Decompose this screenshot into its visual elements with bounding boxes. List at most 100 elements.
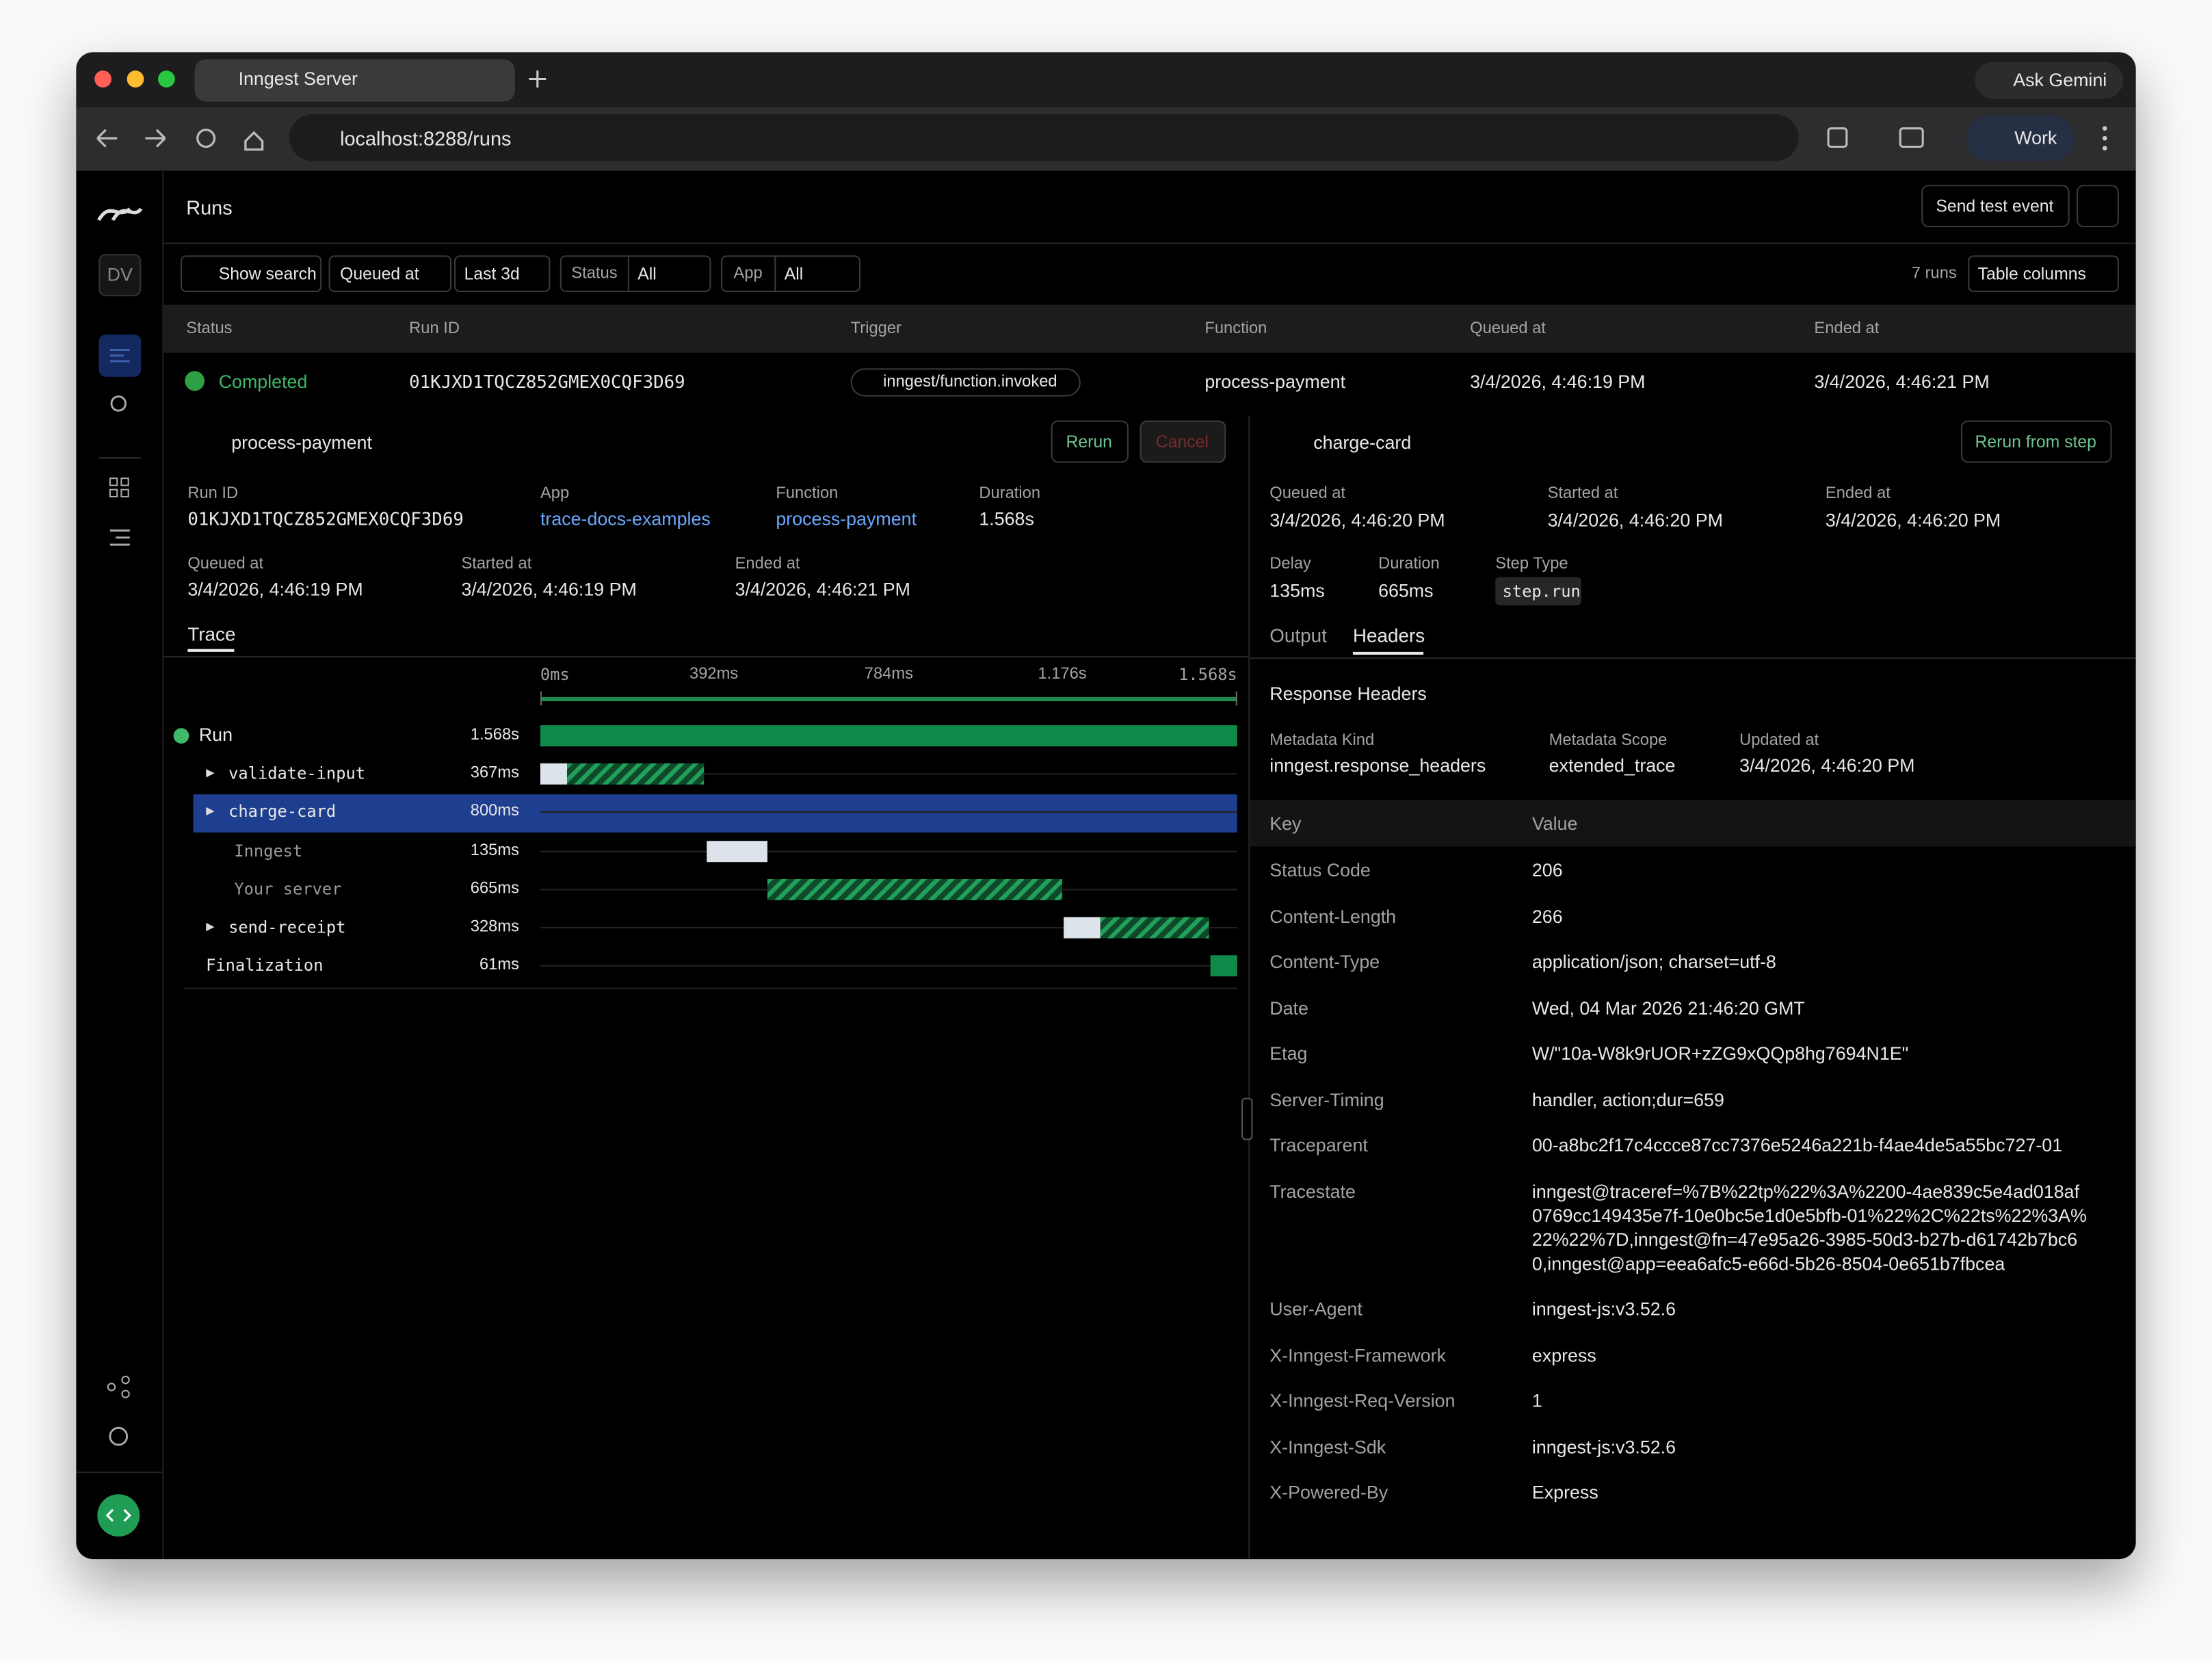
filter-table-columns[interactable] bbox=[1968, 255, 2119, 292]
header-key: Date bbox=[1269, 997, 1308, 1019]
header-value: 206 bbox=[1531, 859, 1563, 880]
divider bbox=[1250, 657, 2136, 659]
span-bar[interactable] bbox=[540, 725, 1237, 747]
field-label: Ended at bbox=[735, 555, 800, 573]
header-row: X-Powered-By Express bbox=[1250, 1469, 2110, 1515]
ask-gemini[interactable] bbox=[1975, 62, 2124, 99]
field-value: 3/4/2026, 4:46:19 PM bbox=[461, 578, 637, 600]
status: Completed bbox=[218, 371, 308, 393]
field-label: Step Type bbox=[1495, 555, 1568, 573]
header-value: 1 bbox=[1531, 1389, 1542, 1411]
cancel-label: Cancel bbox=[1155, 432, 1209, 452]
divider bbox=[163, 242, 2136, 244]
code-chip bbox=[1495, 577, 1582, 605]
filter-app[interactable] bbox=[720, 255, 861, 292]
meta-value: inngest.response_headers bbox=[1269, 755, 1486, 776]
time-tick: 0ms bbox=[540, 664, 570, 685]
divider bbox=[774, 255, 776, 292]
rerun-step-label: Rerun from step bbox=[1975, 432, 2096, 452]
header-value: inngest@traceref=%7B%22tp%22%3A%2200-4ae… bbox=[1531, 1180, 2087, 1274]
span-name[interactable]: send-receipt bbox=[228, 917, 346, 937]
rerun-label: Rerun bbox=[1066, 432, 1112, 452]
divider bbox=[76, 1472, 164, 1474]
filter-value: All bbox=[637, 263, 657, 284]
time-tick: 784ms bbox=[864, 666, 913, 683]
meta-label: Metadata Kind bbox=[1269, 732, 1375, 750]
field-label: Queued at bbox=[1269, 485, 1346, 503]
rerun-from-step[interactable] bbox=[1960, 420, 2112, 463]
avatar-text: DV bbox=[107, 263, 133, 285]
span-name[interactable]: charge-card bbox=[228, 801, 337, 822]
span-bar[interactable] bbox=[707, 841, 767, 863]
header-row: Tracestate inngest@traceref=%7B%22tp%22%3… bbox=[1250, 1168, 2110, 1285]
track-line bbox=[540, 927, 1237, 929]
column-header: Queued at bbox=[1470, 320, 1546, 337]
span-bar[interactable] bbox=[567, 763, 705, 785]
span-name[interactable]: Run bbox=[198, 724, 233, 745]
tab-headers[interactable]: Headers bbox=[1352, 625, 1425, 646]
track-line bbox=[540, 850, 1237, 852]
field-value: 135ms bbox=[1269, 579, 1325, 601]
filter-label: Show search bbox=[218, 263, 317, 284]
resize-handle[interactable] bbox=[1241, 1097, 1253, 1140]
axis-end bbox=[1235, 691, 1237, 706]
cell: 3/4/2026, 4:46:19 PM bbox=[1470, 371, 1646, 393]
header-value: 00-a8bc2f17c4ccce87cc7376e5246a221b-f4ae… bbox=[1531, 1134, 2063, 1156]
field-value: 3/4/2026, 4:46:21 PM bbox=[735, 578, 910, 600]
trigger: inngest/function.invoked bbox=[883, 374, 1057, 391]
profile[interactable] bbox=[1966, 116, 2074, 161]
header-key: Tracestate bbox=[1269, 1180, 1356, 1202]
header-row: Traceparent 00-a8bc2f17c4ccce87cc7376e524… bbox=[1250, 1122, 2110, 1168]
cell: 3/4/2026, 4:46:21 PM bbox=[1814, 371, 1990, 393]
field-value: 3/4/2026, 4:46:20 PM bbox=[1269, 509, 1445, 531]
header-key: Traceparent bbox=[1269, 1134, 1368, 1156]
send-test-event[interactable] bbox=[1921, 185, 2070, 228]
filter-show-search[interactable] bbox=[181, 255, 322, 292]
header-key: X-Inngest-Sdk bbox=[1269, 1435, 1386, 1457]
nav-runs[interactable] bbox=[98, 334, 142, 377]
header-key: User-Agent bbox=[1269, 1298, 1362, 1320]
omnibox[interactable] bbox=[289, 114, 1799, 161]
span-bar[interactable] bbox=[1064, 917, 1101, 939]
track-line bbox=[540, 965, 1237, 967]
filter-range[interactable] bbox=[454, 255, 551, 292]
span-bar[interactable] bbox=[540, 763, 568, 785]
filter-label: Table columns bbox=[1977, 263, 2086, 284]
span-name[interactable]: Inngest bbox=[234, 841, 303, 861]
span-name[interactable]: validate-input bbox=[228, 763, 366, 783]
tab-output[interactable]: Output bbox=[1269, 625, 1327, 646]
rerun[interactable] bbox=[1051, 420, 1129, 463]
header-value: handler, action;dur=659 bbox=[1531, 1088, 1724, 1110]
column-header: Trigger bbox=[850, 320, 901, 337]
filter-status[interactable] bbox=[559, 255, 711, 292]
header-key: Status Code bbox=[1269, 859, 1371, 880]
header-value: W/"10a-W8k9rUOR+zZG9xQQp8hg7694N1E" bbox=[1531, 1043, 1909, 1064]
filter-name: App bbox=[733, 265, 763, 283]
header-key: Content-Type bbox=[1269, 951, 1380, 973]
span-duration: 367ms bbox=[470, 764, 519, 782]
selected-row[interactable] bbox=[193, 794, 1237, 833]
span-bar[interactable] bbox=[1210, 955, 1237, 977]
filter-label: Last 3d bbox=[464, 263, 520, 284]
tab-title: Inngest Server bbox=[238, 68, 358, 89]
header-value: inngest-js:v3.52.6 bbox=[1531, 1298, 1676, 1320]
headers-table-header bbox=[1250, 800, 2136, 847]
time-tick: 392ms bbox=[689, 666, 739, 683]
span-name[interactable]: Your server bbox=[234, 878, 342, 899]
tab[interactable] bbox=[194, 59, 515, 102]
span-bar[interactable] bbox=[767, 878, 1063, 900]
header-key: Etag bbox=[1269, 1043, 1308, 1064]
header-key: X-Inngest-Framework bbox=[1269, 1344, 1447, 1365]
header-value: Wed, 04 Mar 2026 21:46:20 GMT bbox=[1531, 997, 1805, 1019]
field-label: Function bbox=[776, 485, 839, 503]
track-line bbox=[540, 773, 1237, 775]
filter-queued-at[interactable] bbox=[328, 255, 451, 292]
field-label: Ended at bbox=[1825, 485, 1891, 503]
span-bar[interactable] bbox=[1100, 917, 1209, 939]
settings[interactable] bbox=[2077, 185, 2119, 228]
span-name[interactable]: Finalization bbox=[206, 955, 324, 976]
span-duration: 800ms bbox=[470, 802, 519, 820]
tab-underline bbox=[187, 649, 235, 652]
meta-label: Updated at bbox=[1739, 732, 1819, 750]
